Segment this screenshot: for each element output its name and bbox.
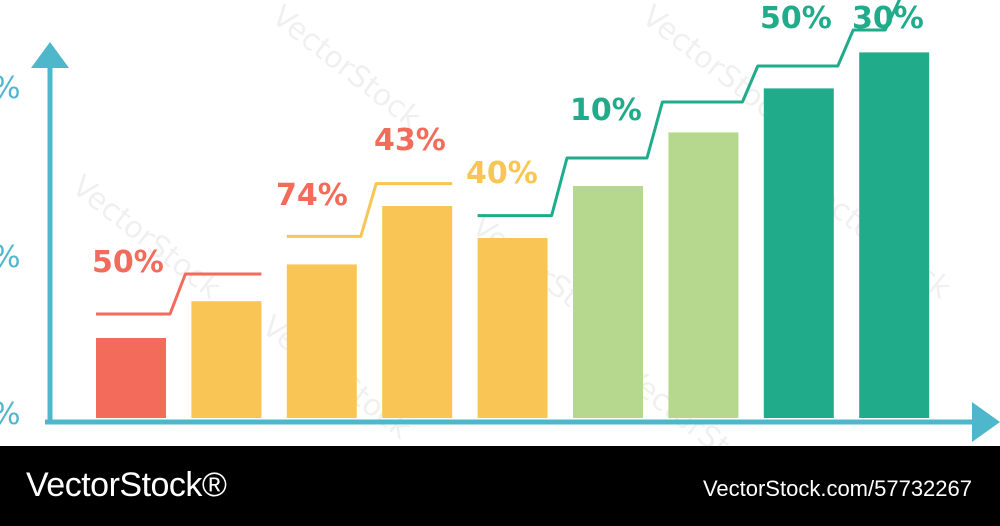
- percent-label: 50%: [760, 1, 832, 36]
- x-axis-arrowhead: [972, 402, 1000, 442]
- brand-logo-text: VectorStock®: [26, 466, 227, 504]
- y-axis-arrowhead: [31, 42, 69, 68]
- step-line-group: [96, 0, 901, 316]
- watermark-text: VectorStock: [265, 0, 428, 137]
- percent-label: 10%: [570, 93, 642, 128]
- axes-group: %%%: [0, 42, 1000, 442]
- y-tick-label: %: [0, 71, 21, 106]
- annotation-labels: 50% 74% 43% 40% 10% 50% 30%: [92, 1, 924, 280]
- step-line-3: [477, 0, 901, 218]
- percent-label: 50%: [92, 245, 164, 280]
- bar-3: [286, 264, 357, 418]
- step-line-1: [96, 272, 262, 316]
- bar-5: [477, 238, 548, 418]
- percent-label: 43%: [374, 123, 446, 158]
- watermark-text: VectorStock: [65, 169, 228, 307]
- bar-7: [668, 132, 739, 418]
- stock-id-text: VectorStock.com/57732267: [702, 476, 972, 501]
- bar-chart: VectorStockVectorStockVectorStockVectorS…: [0, 0, 1000, 446]
- y-tick-label: %: [0, 240, 21, 275]
- bars-group: [96, 52, 930, 419]
- chart-area: VectorStockVectorStockVectorStockVectorS…: [0, 0, 1000, 446]
- percent-label: 30%: [852, 1, 924, 36]
- footer-bar: VectorStock® VectorStock.com/57732267: [0, 446, 1000, 526]
- bar-2: [191, 301, 262, 418]
- bar-9: [859, 52, 930, 419]
- percent-label: 74%: [276, 178, 348, 213]
- bar-8: [763, 88, 834, 419]
- step-line-2: [286, 182, 453, 238]
- percent-label: 40%: [466, 156, 538, 191]
- bar-1: [96, 338, 166, 418]
- bar-6: [573, 186, 643, 418]
- y-tick-label: %: [0, 397, 21, 432]
- bar-4: [382, 206, 453, 418]
